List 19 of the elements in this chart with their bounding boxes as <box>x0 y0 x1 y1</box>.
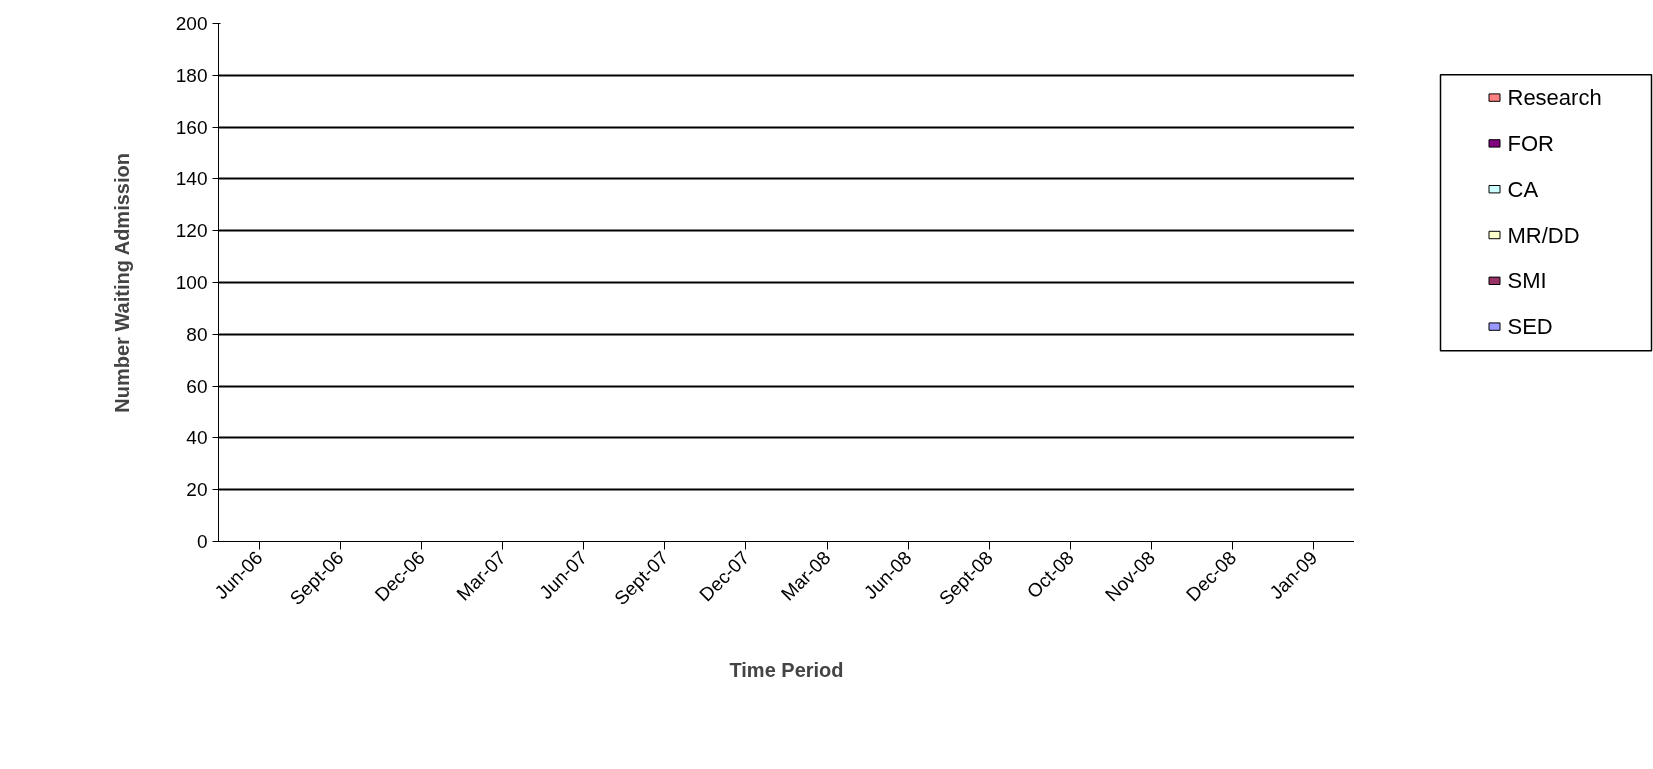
y-tick-label: 40 <box>186 427 208 449</box>
y-axis-title: Number Waiting Admission <box>110 153 133 413</box>
y-tick-label: 0 <box>196 531 208 552</box>
legend-label: CA <box>1507 176 1539 202</box>
y-tick-label: 60 <box>186 375 208 397</box>
y-tick-label: 120 <box>175 220 208 242</box>
y-tick-label: 180 <box>175 64 208 86</box>
y-tick-label: 100 <box>175 272 208 293</box>
y-tick-label: 200 <box>175 13 208 34</box>
y-tick-label: 80 <box>186 323 208 345</box>
y-tick-label: 20 <box>186 479 208 501</box>
legend-label: FOR <box>1507 130 1554 156</box>
legend-label: SED <box>1507 314 1553 340</box>
legend-label: MR/DD <box>1507 222 1580 248</box>
legend-label: SMI <box>1507 268 1547 294</box>
x-axis-title: Time Period <box>729 659 844 682</box>
y-tick-label: 140 <box>175 168 208 190</box>
y-tick-label: 160 <box>175 116 208 138</box>
legend-label: Research <box>1507 85 1602 111</box>
